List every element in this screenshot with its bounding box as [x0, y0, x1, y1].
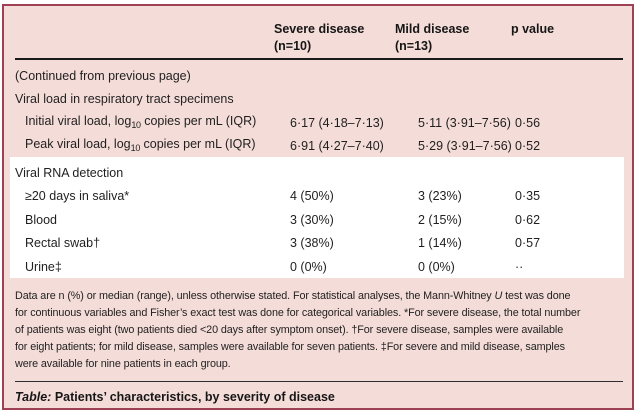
table-row-section-viral-rna: Viral RNA detection	[15, 161, 624, 185]
table-row-rectal-swab: Rectal swab† 3 (38%) 1 (14%) 0·57	[15, 232, 624, 256]
severe-value: 6·17 (4·18–7·13)	[290, 115, 384, 130]
row-label: Urine‡	[25, 259, 62, 274]
row-label-subscript: 10	[130, 143, 141, 154]
table-row-blood: Blood 3 (30%) 2 (15%) 0·62	[15, 208, 624, 232]
section-label: Viral RNA detection	[15, 165, 124, 180]
severe-value: 6·91 (4·27–7·40)	[290, 139, 384, 154]
p-value: 0·35	[515, 189, 541, 204]
p-value: 0·56	[515, 115, 541, 130]
severe-value: 3 (38%)	[290, 236, 334, 251]
table-caption: Table: Patients’ characteristics, by sev…	[15, 390, 623, 404]
table-row-initial-viral-load: Initial viral load, log10 copies per mL …	[15, 111, 624, 135]
mild-value: 0 (0%)	[418, 259, 455, 274]
header-mild-n: (n=13)	[395, 39, 433, 53]
row-label-text: copies per mL (IQR)	[140, 113, 257, 128]
row-label-text: Initial viral load, log	[25, 113, 132, 128]
header-severe-label: Severe disease	[274, 22, 365, 36]
highlight-band	[10, 157, 624, 278]
p-value: 0·52	[515, 139, 541, 154]
table-header-row: Severe disease (n=10) Mild disease (n=13…	[4, 6, 632, 55]
caption-label: Table:	[15, 390, 52, 404]
caption-text: Patients’ characteristics, by severity o…	[51, 390, 335, 404]
p-value: 0·62	[515, 212, 541, 227]
table-row-continued: (Continued from previous page)	[15, 64, 624, 88]
footnote-text: Data are n (%) or median (range), unless…	[15, 289, 495, 302]
header-divider-rule	[15, 58, 623, 60]
footnote-italic-u: U	[494, 289, 503, 302]
header-p-label: p value	[511, 22, 555, 36]
row-label-text: Peak viral load, log	[25, 137, 131, 152]
row-label-text: copies per mL (IQR)	[140, 137, 256, 152]
header-p-value: p value	[511, 21, 624, 55]
table-row-peak-viral-load: Peak viral load, log10 copies per mL (IQ…	[15, 135, 624, 159]
row-label: Blood	[25, 212, 57, 227]
table-row-urine: Urine‡ 0 (0%) 0 (0%) ··	[15, 255, 624, 279]
row-label-subscript: 10	[131, 119, 141, 130]
row-label: Initial viral load, log10 copies per mL …	[15, 114, 274, 132]
footnote-line: for continuous variables and Fisher’s ex…	[15, 306, 581, 319]
footnote-text: test was done	[502, 289, 571, 302]
row-label: Rectal swab†	[25, 236, 101, 251]
footnote-line: were available for nine patients in each…	[15, 357, 231, 370]
row-label: (Continued from previous page)	[15, 68, 191, 83]
footnote-line: for eight patients; for mild disease, sa…	[15, 340, 565, 353]
row-label: ≥20 days in saliva*	[25, 189, 130, 204]
header-mild-label: Mild disease	[395, 22, 470, 36]
table-row-saliva: ≥20 days in saliva* 4 (50%) 3 (23%) 0·35	[15, 185, 624, 209]
table-card: Severe disease (n=10) Mild disease (n=13…	[2, 4, 634, 410]
mild-value: 2 (15%)	[418, 212, 462, 227]
row-label: Peak viral load, log10 copies per mL (IQ…	[15, 137, 274, 155]
mild-value: 3 (23%)	[418, 189, 462, 204]
mild-value: 1 (14%)	[418, 236, 462, 251]
severe-value: 3 (30%)	[290, 212, 334, 227]
table-content: Severe disease (n=10) Mild disease (n=13…	[4, 6, 632, 404]
p-value: 0·57	[515, 236, 541, 251]
severe-value: 0 (0%)	[290, 259, 327, 274]
header-empty-cell	[15, 21, 274, 55]
table-body: (Continued from previous page) Viral loa…	[4, 60, 632, 279]
section-label: Viral load in respiratory tract specimen…	[15, 92, 234, 107]
table-footnote: Data are n (%) or median (range), unless…	[15, 288, 628, 373]
header-mild-disease: Mild disease (n=13)	[395, 21, 511, 55]
footnote-line: of patients was eight (two patients died…	[15, 323, 564, 336]
mild-value: 5·29 (3·91–7·56)	[418, 139, 512, 154]
header-severe-disease: Severe disease (n=10)	[274, 21, 395, 55]
severe-value: 4 (50%)	[290, 189, 334, 204]
header-severe-n: (n=10)	[274, 39, 312, 53]
mild-value: 5·11 (3·91–7·56)	[418, 115, 511, 130]
footnote-line: Data are n (%) or median (range), unless…	[15, 288, 628, 305]
p-value: ··	[515, 259, 524, 274]
table-row-section-viral-load: Viral load in respiratory tract specimen…	[15, 88, 624, 112]
caption-divider-rule	[15, 380, 623, 382]
